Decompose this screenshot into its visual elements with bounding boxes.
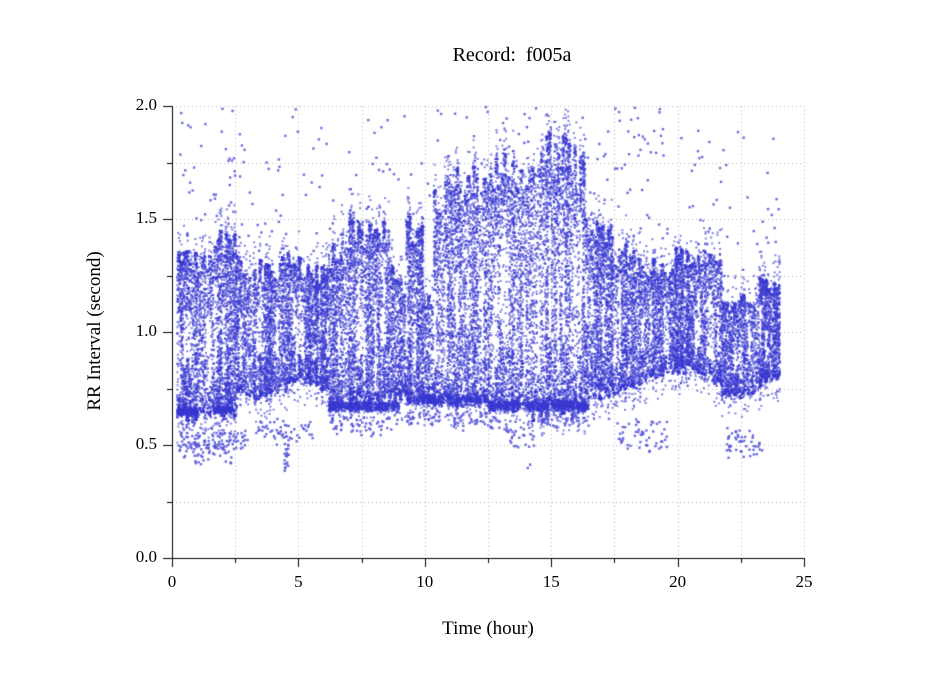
y-tick-label: 2.0 [135,95,157,114]
y-tick-label: 0.0 [135,547,157,566]
y-tick-label: 1.5 [135,208,157,227]
x-tick-label: 0 [167,572,177,591]
y-axis-title: RR Interval (second) [84,251,105,411]
x-tick-label: 10 [416,572,434,591]
chart-title: Record: f005a [452,44,572,66]
y-tick-label: 0.5 [135,434,157,453]
x-axis-title: Time (hour) [442,618,534,639]
y-tick-label: 1.0 [135,321,157,340]
x-tick-label: 5 [294,572,303,591]
x-tick-label: 25 [795,572,813,591]
x-tick-label: 15 [542,572,560,591]
x-tick-label: 20 [669,572,687,591]
